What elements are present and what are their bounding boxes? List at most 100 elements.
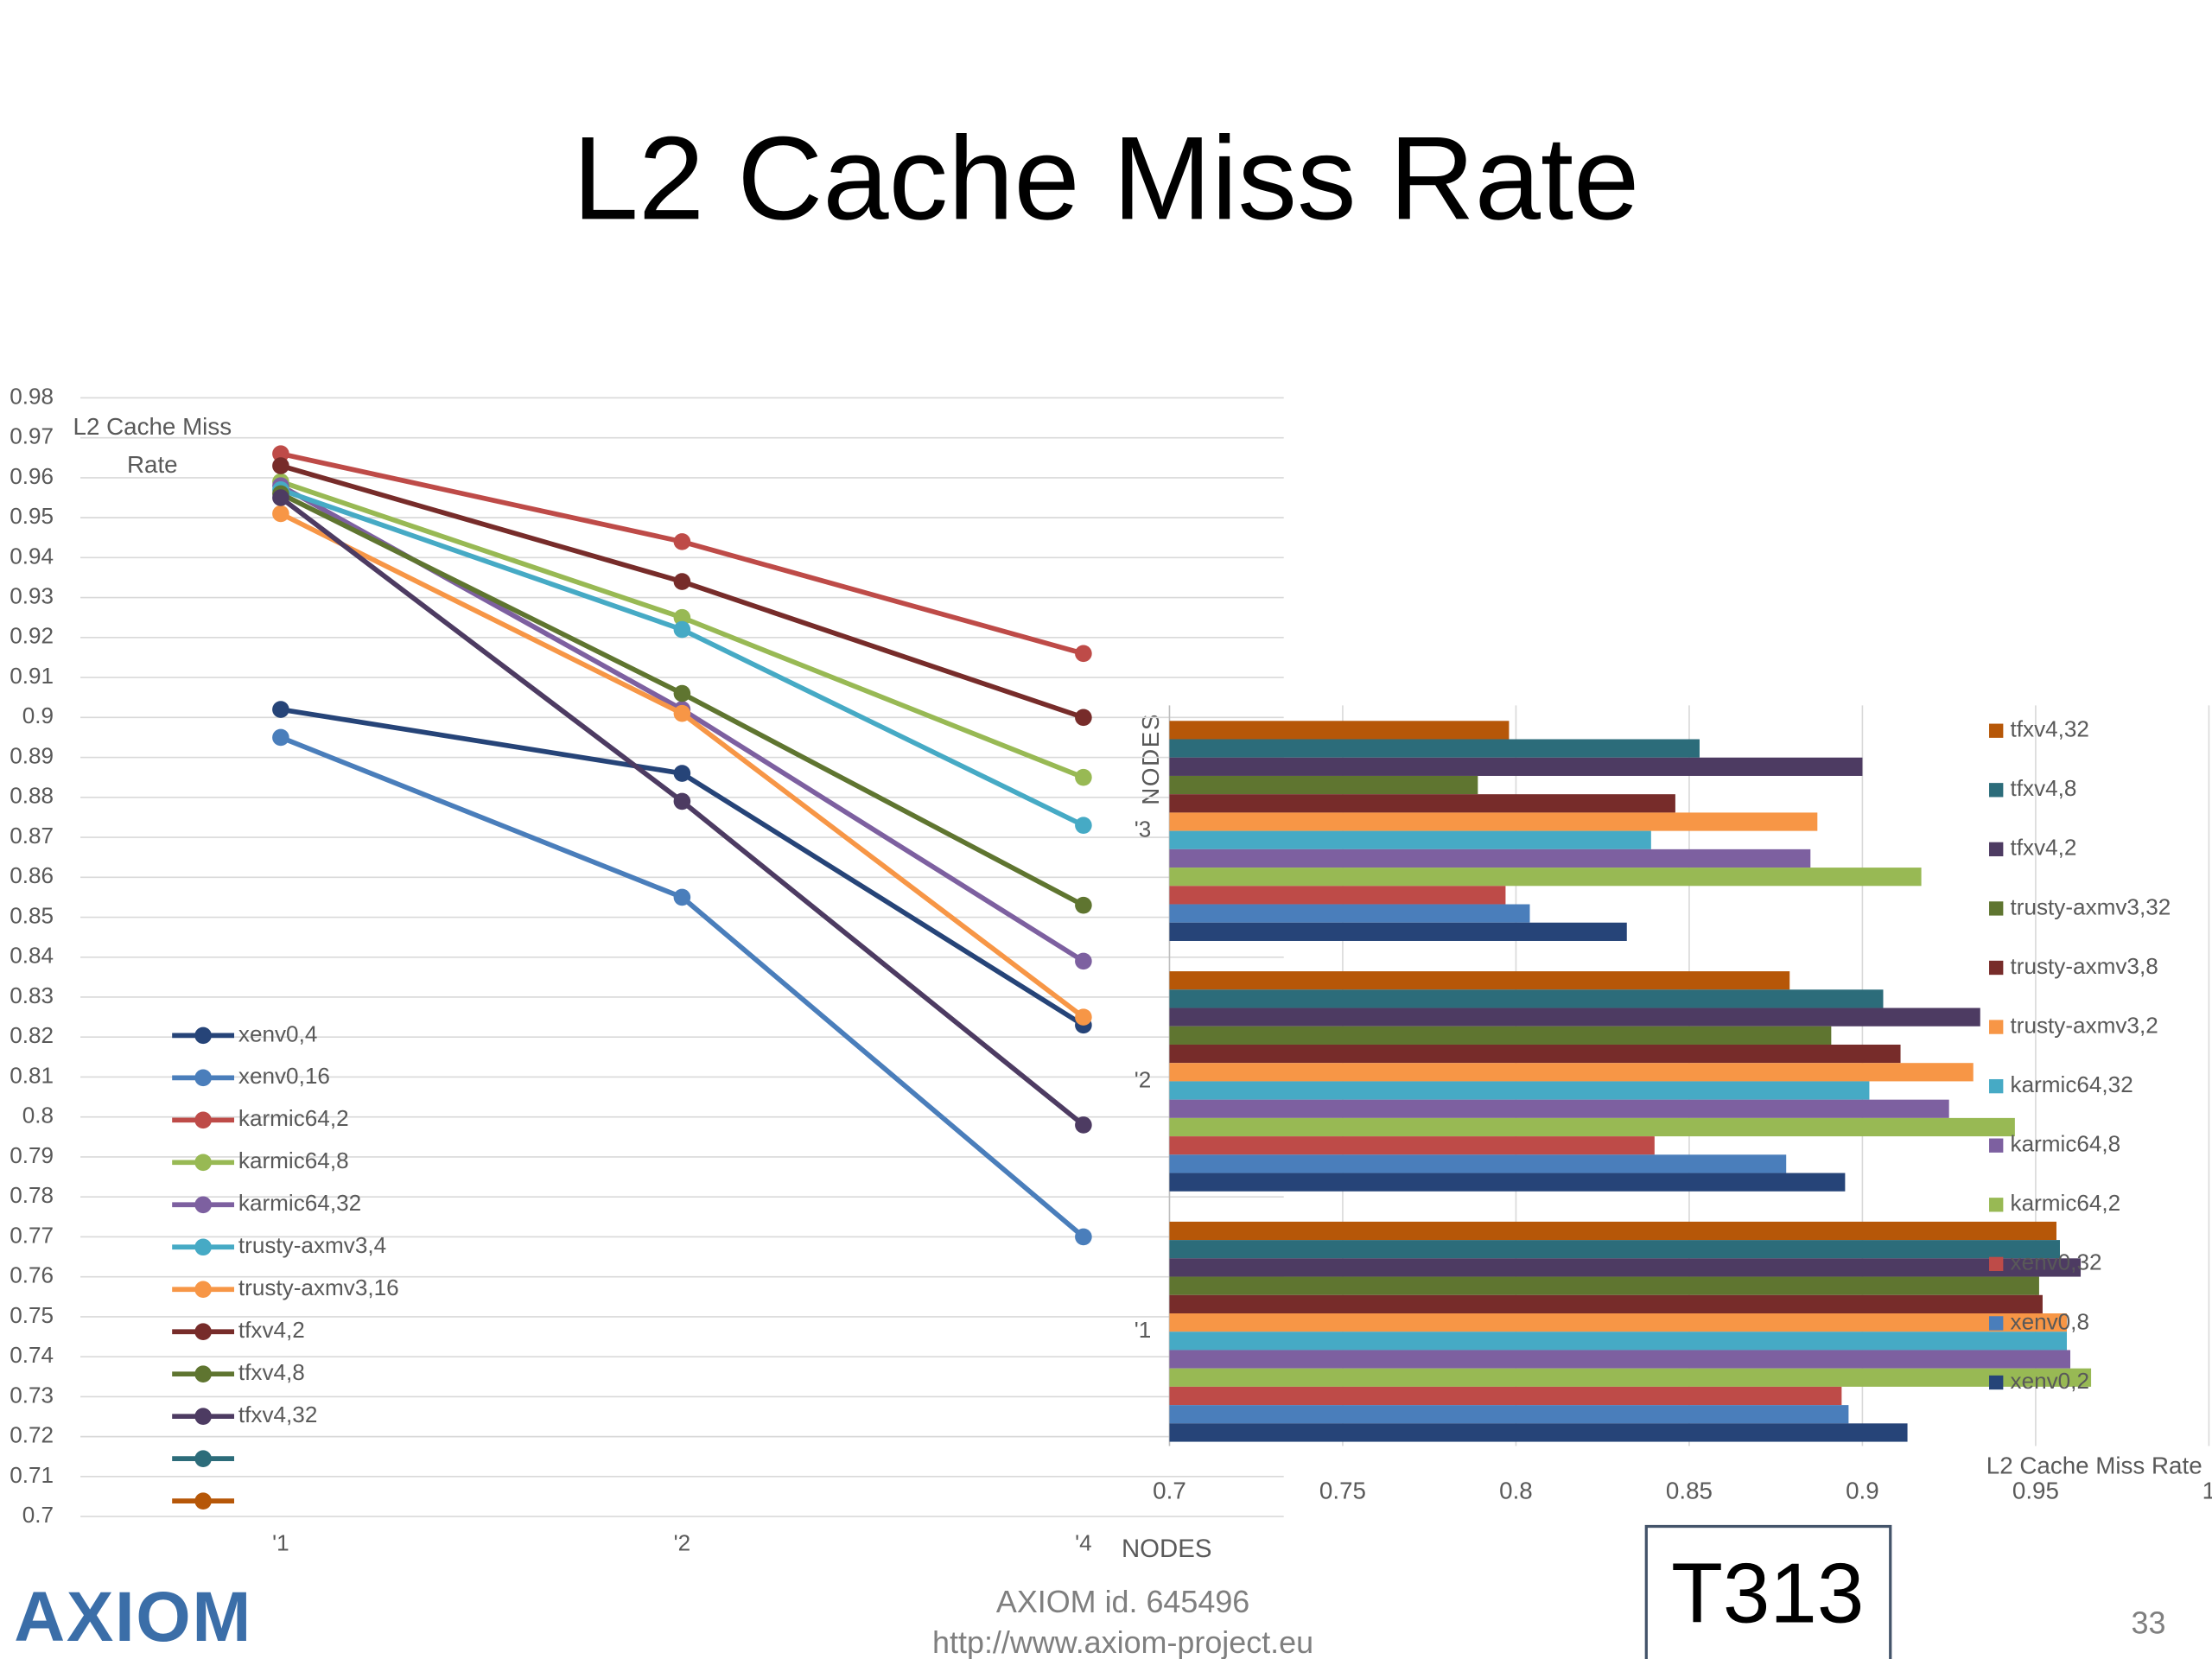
y-tick-label: 0.8	[22, 1103, 54, 1128]
x-tick-label: '2	[674, 1530, 691, 1556]
series-line	[279, 495, 1085, 1128]
y-tick-label: 0.97	[10, 423, 54, 449]
y-tick-label: 0.96	[10, 463, 54, 489]
y-tick-label: 0.86	[10, 862, 54, 888]
legend-label: tfxv4,32	[2011, 716, 2089, 742]
data-point	[673, 608, 691, 626]
legend-marker	[194, 1323, 212, 1341]
legend-swatch	[1989, 1316, 2004, 1331]
bar	[1169, 812, 1818, 831]
y-tick-label: 0.85	[10, 902, 54, 928]
x-tick-label: '1	[272, 1530, 289, 1556]
bar	[1169, 1294, 2043, 1313]
bar-y-axis-title: NODES	[1137, 713, 1164, 805]
x-tick-label: 0.9	[1846, 1478, 1879, 1504]
y-tick-label: 0.94	[10, 543, 54, 569]
legend-label: trusty-axmv3,32	[2011, 893, 2171, 919]
x-tick-label: 0.95	[2012, 1478, 2059, 1504]
y-tick-label: 0.73	[10, 1382, 54, 1408]
legend-label: karmic64,2	[2011, 1190, 2121, 1216]
legend-swatch	[1989, 960, 2004, 976]
legend-marker	[194, 1365, 212, 1382]
data-point	[673, 684, 691, 702]
data-point	[1075, 817, 1092, 834]
y-tick-label: 0.72	[10, 1422, 54, 1448]
badge-box	[1644, 1524, 1892, 1659]
project-id: AXIOM id. 645496	[996, 1584, 1249, 1619]
legend-label: tfxv4,2	[238, 1317, 305, 1343]
badge: T313	[1671, 1545, 1864, 1640]
y-tick-label: 0.89	[10, 742, 54, 768]
bar	[1169, 830, 1651, 849]
legend-label: tfxv4,8	[2011, 775, 2077, 801]
bar	[1169, 1258, 2082, 1277]
legend-swatch	[1989, 901, 2004, 916]
x-axis-title: NODES	[1122, 1535, 1211, 1563]
data-point	[673, 533, 691, 550]
data-point	[1075, 1116, 1092, 1134]
legend-label: karmic64,32	[238, 1190, 361, 1216]
data-point	[272, 701, 289, 718]
legend-label: xenv0,16	[238, 1063, 330, 1089]
bar	[1169, 1117, 2015, 1137]
legend-label: xenv0,32	[2011, 1249, 2102, 1275]
bar	[1169, 1276, 2039, 1295]
legend-label: karmic64,2	[238, 1105, 349, 1131]
bar	[1169, 1007, 1980, 1027]
y-tick-label: '2	[1135, 1066, 1152, 1092]
legend-marker	[194, 1450, 212, 1467]
x-tick-label: 0.85	[1666, 1478, 1713, 1504]
legend-marker	[194, 1111, 212, 1129]
bar-x-axis-title: L2 Cache Miss Rate	[1986, 1452, 2202, 1478]
data-point	[673, 792, 691, 810]
data-point	[1075, 952, 1092, 970]
bar	[1169, 1313, 2068, 1332]
bar	[1169, 1350, 2071, 1369]
data-point	[1075, 896, 1092, 914]
legend-swatch	[1989, 1138, 2004, 1153]
data-point	[1075, 1228, 1092, 1246]
y-tick-label: 0.74	[10, 1342, 54, 1368]
data-point	[272, 457, 289, 474]
data-point	[272, 445, 289, 462]
y-tick-label: 0.95	[10, 503, 54, 529]
y-tick-label: 0.83	[10, 982, 54, 1008]
data-point	[1075, 1008, 1092, 1026]
legend-marker	[194, 1069, 212, 1087]
data-point	[673, 765, 691, 782]
data-point	[272, 489, 289, 506]
y-tick-label: 0.76	[10, 1262, 54, 1288]
y-axis-title-box: L2 Cache Miss Rate	[73, 413, 232, 479]
legend-swatch	[1989, 723, 2004, 738]
data-point	[673, 888, 691, 906]
legend-label: trusty-axmv3,4	[238, 1232, 386, 1258]
legend-swatch	[1989, 783, 2004, 798]
y-tick-label: 0.71	[10, 1462, 54, 1488]
legend-marker	[194, 1281, 212, 1299]
legend-label: trusty-axmv3,2	[2011, 1012, 2158, 1038]
bar	[1169, 721, 1510, 740]
legend-swatch	[1989, 1020, 2004, 1034]
bar	[1169, 1044, 1901, 1064]
data-point	[673, 620, 691, 639]
legend-label: tfxv4,8	[238, 1359, 305, 1385]
x-tick-label: 1	[2202, 1478, 2212, 1504]
x-tick-label: 0.75	[1319, 1478, 1366, 1504]
bar	[1169, 1332, 2068, 1351]
data-point	[272, 728, 289, 747]
data-point	[272, 505, 289, 523]
y-tick-label: '1	[1135, 1317, 1152, 1343]
legend-marker	[194, 1238, 212, 1256]
x-tick-label: 0.7	[1153, 1478, 1186, 1504]
y-tick-label: 0.9	[22, 702, 54, 728]
logo: AXIOM	[14, 1578, 252, 1656]
y-axis-title: L2 Cache Miss Rate	[73, 413, 232, 479]
bar	[1169, 904, 1530, 923]
data-point	[673, 573, 691, 590]
y-tick-label: 0.87	[10, 823, 54, 849]
project-url: http://www.axiom-project.eu	[932, 1624, 1313, 1659]
data-point	[673, 704, 691, 722]
data-point	[1075, 768, 1092, 786]
